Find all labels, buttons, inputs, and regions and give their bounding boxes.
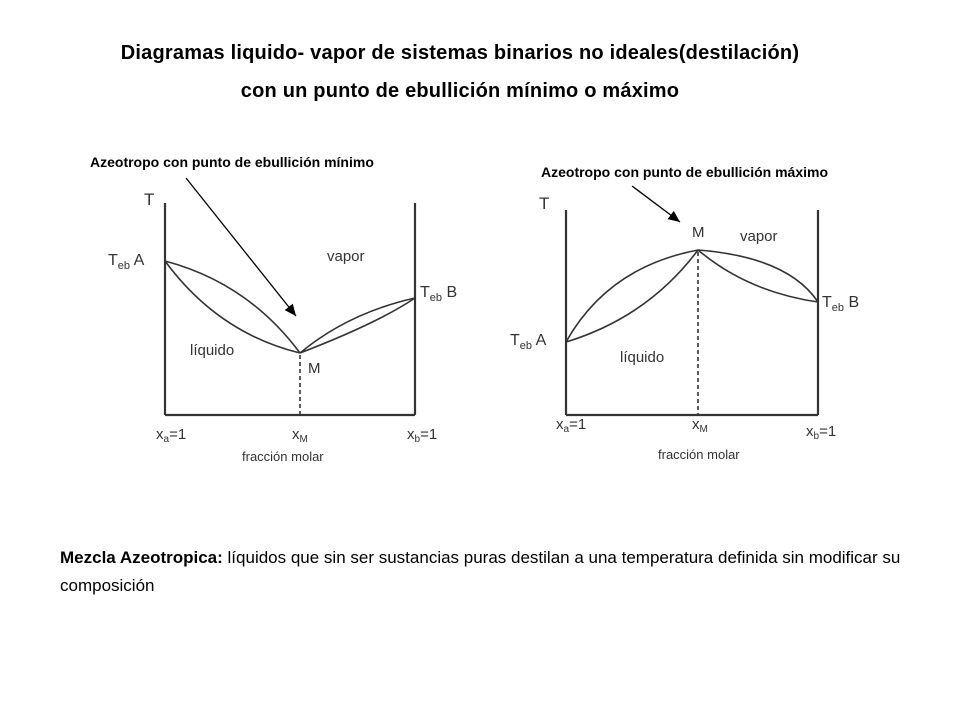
teb-b-label: Teb B	[420, 284, 457, 304]
x-b-label: xb=1	[806, 423, 836, 442]
definition-colon: :	[217, 548, 228, 567]
region-liquid-label: líquido	[190, 342, 234, 359]
callout-maximum-boiling: Azeotropo con punto de ebullición máximo	[541, 164, 829, 180]
liquid-curve-left	[164, 260, 301, 354]
arrow-minimum	[185, 177, 297, 317]
region-vapor-label: vapor	[327, 248, 365, 265]
axis-label-t: T	[144, 190, 154, 209]
definition-term: Mezcla Azeotropica	[60, 548, 218, 567]
x-m-label: xM	[692, 416, 708, 435]
vapor-curve-left	[565, 249, 699, 343]
liquid-curve-left	[565, 249, 699, 343]
page-title: Diagramas liquido- vapor de sistemas bin…	[120, 42, 800, 64]
azeotrope-point-label: M	[308, 360, 321, 377]
arrow-maximum	[631, 185, 681, 223]
x-b-label: xb=1	[407, 426, 437, 445]
vapor-curve-left	[164, 260, 301, 354]
teb-a-label: Teb A	[510, 332, 547, 352]
diagram-minimum-azeotrope: T Teb A Teb B vapor líquido M xa=1 xM xb…	[108, 190, 457, 464]
vapor-curve-right	[299, 297, 416, 354]
x-m-label: xM	[292, 426, 308, 445]
page-subtitle: con un punto de ebullición mínimo o máxi…	[240, 80, 680, 102]
x-axis-title: fracción molar	[242, 449, 324, 464]
vapor-curve-right	[697, 249, 819, 303]
region-liquid-label: líquido	[620, 349, 664, 366]
callout-minimum-boiling: Azeotropo con punto de ebullición mínimo	[90, 154, 374, 170]
region-vapor-label: vapor	[740, 228, 778, 245]
axis-label-t: T	[539, 194, 549, 213]
liquid-curve-right	[299, 297, 416, 354]
x-axis-title: fracción molar	[658, 447, 740, 462]
x-a-label: xa=1	[156, 426, 186, 445]
azeotrope-point-label: M	[692, 224, 705, 241]
definition-paragraph: Mezcla Azeotropica: líquidos que sin ser…	[60, 544, 910, 600]
diagram-maximum-azeotrope: T Teb A Teb B vapor líquido M xa=1 xM xb…	[510, 194, 859, 462]
teb-b-label: Teb B	[822, 294, 859, 314]
liquid-curve-right	[697, 249, 819, 303]
x-a-label: xa=1	[556, 416, 586, 435]
teb-a-label: Teb A	[108, 252, 145, 272]
definition-text: líquidos que sin ser sustancias puras de…	[60, 548, 901, 595]
